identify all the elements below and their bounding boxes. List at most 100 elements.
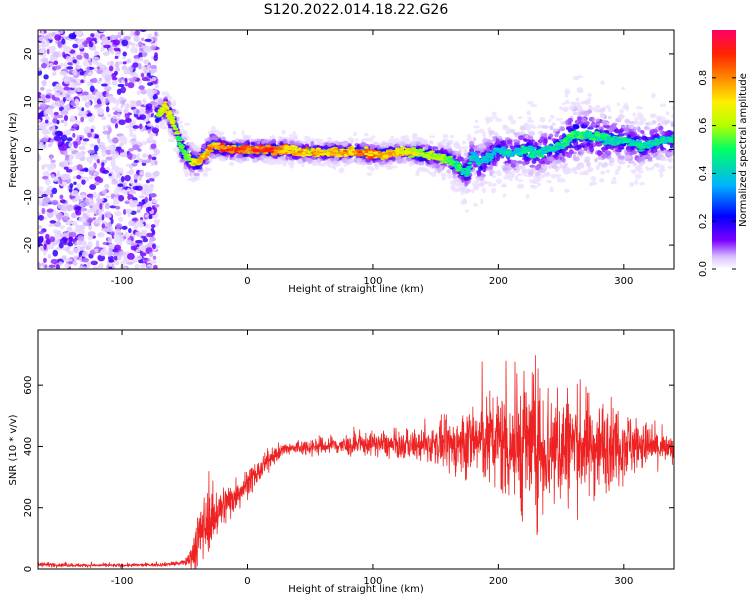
signal-blob bbox=[608, 157, 615, 164]
noise-blob bbox=[69, 183, 74, 189]
noise-blob bbox=[106, 61, 111, 66]
signal-blob bbox=[292, 130, 297, 135]
noise-blob bbox=[134, 222, 138, 229]
signal-blob bbox=[527, 116, 532, 120]
noise-blob bbox=[93, 171, 99, 176]
noise-blob bbox=[44, 34, 49, 41]
noise-blob bbox=[98, 30, 107, 33]
noise-blob bbox=[43, 243, 47, 251]
signal-blob bbox=[470, 188, 475, 194]
signal-blob bbox=[665, 111, 670, 116]
signal-blob bbox=[415, 170, 420, 177]
noise-blob bbox=[93, 67, 98, 72]
noise-blob bbox=[126, 67, 130, 74]
noise-blob bbox=[84, 111, 88, 115]
signal-blob bbox=[604, 125, 611, 129]
signal-blob bbox=[491, 160, 497, 167]
noise-blob bbox=[129, 100, 137, 104]
noise-blob bbox=[51, 125, 56, 132]
noise-blob bbox=[59, 237, 68, 244]
noise-blob bbox=[93, 135, 99, 139]
signal-blob bbox=[157, 99, 164, 105]
noise-blob bbox=[51, 199, 59, 206]
noise-blob bbox=[75, 65, 81, 70]
signal-blob bbox=[537, 182, 542, 187]
noise-blob bbox=[57, 170, 61, 176]
signal-blob bbox=[462, 140, 467, 145]
signal-blob bbox=[418, 166, 426, 172]
noise-blob bbox=[123, 104, 130, 108]
noise-blob bbox=[129, 178, 133, 185]
noise-blob bbox=[77, 171, 84, 176]
signal-blob bbox=[650, 113, 657, 117]
noise-blob bbox=[41, 202, 47, 207]
noise-blob bbox=[110, 193, 115, 200]
signal-blob bbox=[576, 144, 582, 150]
noise-blob bbox=[63, 62, 67, 69]
noise-blob bbox=[112, 39, 121, 46]
signal-blob bbox=[364, 132, 369, 137]
signal-blob bbox=[595, 142, 603, 147]
signal-blob bbox=[550, 114, 555, 119]
noise-blob bbox=[62, 97, 67, 103]
noise-blob bbox=[67, 62, 74, 66]
noise-blob bbox=[71, 221, 75, 225]
signal-blob bbox=[415, 141, 422, 145]
signal-blob bbox=[537, 142, 543, 146]
noise-blob bbox=[136, 206, 142, 210]
noise-blob bbox=[78, 266, 84, 269]
signal-blob bbox=[400, 141, 408, 147]
signal-blob bbox=[505, 162, 509, 167]
noise-blob bbox=[117, 31, 125, 36]
noise-blob bbox=[43, 257, 47, 263]
noise-blob bbox=[112, 47, 121, 51]
noise-blob bbox=[151, 156, 157, 161]
noise-blob bbox=[133, 173, 139, 180]
noise-blob bbox=[124, 117, 132, 123]
signal-blob bbox=[167, 96, 173, 102]
noise-blob bbox=[41, 45, 45, 52]
noise-blob bbox=[75, 87, 82, 93]
noise-blob bbox=[121, 225, 128, 230]
noise-blob bbox=[145, 103, 153, 110]
noise-blob bbox=[63, 159, 68, 166]
signal-blob bbox=[507, 114, 514, 121]
signal-blob bbox=[472, 137, 477, 142]
noise-blob bbox=[111, 181, 119, 185]
signal-blob bbox=[268, 141, 272, 145]
signal-blob bbox=[566, 153, 572, 159]
signal-blob bbox=[634, 173, 642, 180]
noise-blob bbox=[81, 95, 88, 102]
noise-blob bbox=[138, 52, 144, 58]
signal-blob bbox=[532, 178, 539, 185]
noise-blob bbox=[82, 60, 89, 67]
signal-blob bbox=[526, 110, 531, 116]
noise-blob bbox=[120, 140, 128, 145]
signal-blob bbox=[659, 103, 667, 107]
noise-blob bbox=[63, 149, 68, 157]
noise-blob bbox=[38, 225, 43, 229]
noise-blob bbox=[41, 62, 47, 69]
noise-blob bbox=[101, 223, 106, 229]
noise-blob bbox=[143, 59, 150, 65]
signal-blob bbox=[503, 176, 508, 180]
signal-blob bbox=[446, 173, 452, 180]
noise-blob bbox=[154, 221, 160, 228]
signal-blob bbox=[659, 172, 664, 178]
noise-blob bbox=[113, 244, 122, 251]
signal-blob bbox=[538, 168, 543, 173]
noise-blob bbox=[47, 143, 52, 148]
signal-blob bbox=[475, 119, 479, 124]
signal-blob bbox=[526, 119, 534, 124]
signal-blob bbox=[361, 139, 365, 143]
noise-blob bbox=[87, 209, 92, 213]
noise-blob bbox=[145, 188, 152, 195]
signal-blob bbox=[534, 165, 541, 170]
noise-blob bbox=[65, 55, 71, 63]
noise-blob bbox=[126, 58, 132, 64]
noise-blob bbox=[106, 226, 114, 233]
noise-blob bbox=[154, 31, 158, 37]
signal-blob bbox=[601, 154, 608, 159]
signal-blob bbox=[522, 170, 528, 177]
noise-blob bbox=[123, 107, 129, 114]
